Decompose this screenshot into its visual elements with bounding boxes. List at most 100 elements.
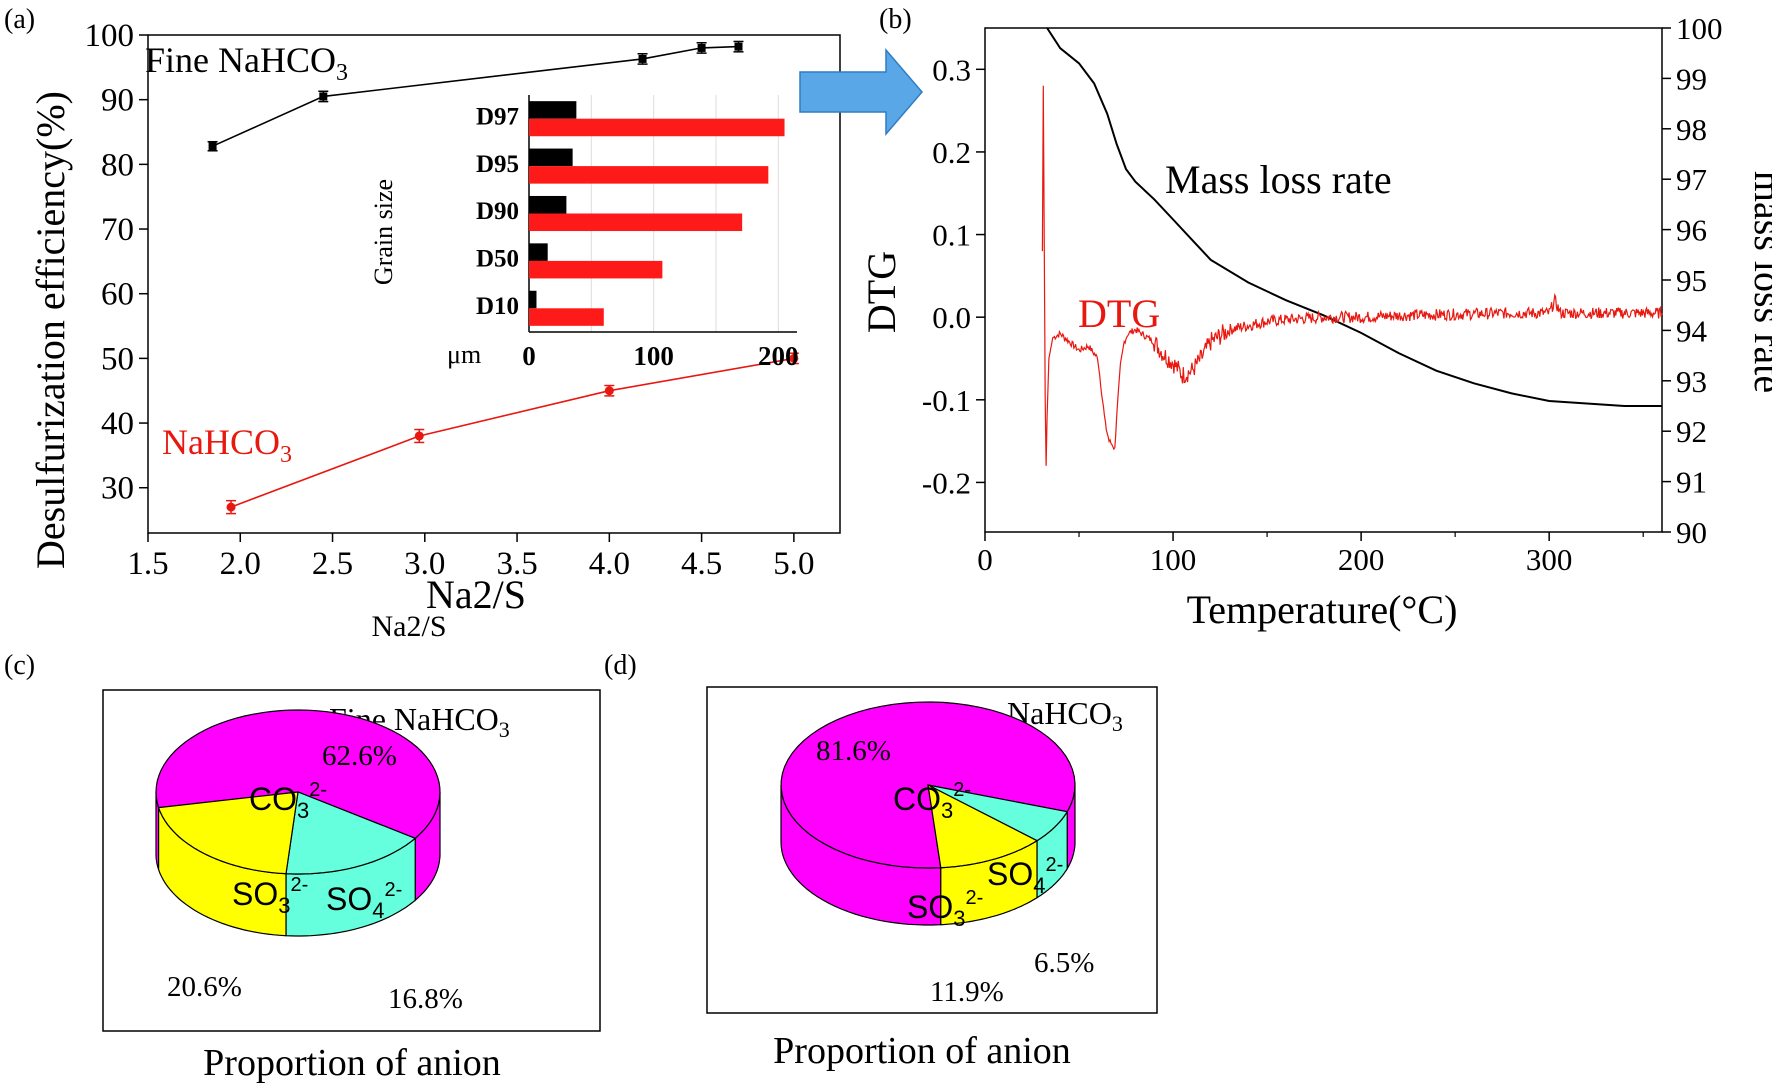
a-xtick-label: 4.0: [589, 546, 630, 582]
inset-bar: [529, 148, 573, 167]
inset-bar: [529, 195, 567, 214]
b-xtick-label: 100: [1150, 542, 1197, 577]
inset-unit: μm: [447, 340, 481, 369]
panel-a-series: [207, 40, 799, 515]
panel-d-pie: CO32-81.6%SO42-6.5%SO32-11.9%: [780, 701, 1094, 1008]
pie-slice-label-base: SO: [987, 856, 1033, 892]
pie-slice: [927, 783, 1039, 869]
a-point: [638, 54, 647, 63]
pie-slice-label: CO32-: [249, 779, 327, 823]
pie-slice-label: SO32-: [907, 887, 983, 931]
pie-slice-label-sub: 4: [1033, 873, 1045, 898]
inset-bar: [529, 243, 548, 261]
panel-b-series: [1041, 27, 1663, 466]
a-xtick-label: 2.0: [220, 546, 261, 582]
c-title-sub: 3: [499, 717, 510, 742]
pie-percent-label: 81.6%: [816, 735, 891, 767]
b-ytick-right-label: 95: [1676, 263, 1707, 298]
inset-category-label: D90: [476, 198, 519, 225]
inset-xtick-label: 200: [758, 341, 799, 371]
c-xlabel: Proportion of anion: [203, 1042, 501, 1084]
panel-b: 0 100 200 300 -0.2 -0.1 0.0 0.1 0.2 0.3 90 91 92 93 94…: [859, 11, 1772, 632]
b-series-dtg: [1041, 85, 1663, 466]
b-ylabel-right: mass loss rate: [1746, 171, 1772, 393]
panel-c-pie: CO32-62.6%SO42-16.8%SO32-20.6%: [155, 709, 463, 1015]
b-xlabel: Temperature(°C): [1187, 587, 1458, 632]
pie-percent-label: 16.8%: [388, 983, 463, 1015]
panel-d-frame: [706, 686, 1158, 1014]
b-ylabel-left: DTG: [859, 251, 904, 333]
inset-xtick-label: 100: [633, 341, 674, 371]
pie-slice-label-sup: 2-: [953, 779, 971, 801]
pie-slice: [927, 784, 1069, 842]
inset-xtick-label: 0: [522, 341, 536, 371]
a-xlabel: Na2/S: [426, 572, 526, 617]
inset-bar: [529, 118, 785, 137]
a-ytick-label: 30: [101, 471, 134, 507]
a-point: [789, 353, 799, 363]
a-legend-fine-sub: 3: [336, 60, 348, 86]
a-ytick-label: 100: [85, 18, 135, 54]
inset-bar: [529, 260, 663, 279]
pie-slice: [285, 791, 417, 875]
a-series-line-1: [230, 357, 795, 508]
a-ylabel: Desulfurization efficiency(%): [28, 91, 73, 569]
inset-bar: [529, 101, 577, 119]
b-xtick-label: 200: [1338, 542, 1385, 577]
b-ytick-right-label: 96: [1676, 213, 1707, 248]
pie-slice-label: SO42-: [326, 879, 402, 923]
pie-slice-label: SO42-: [987, 854, 1063, 898]
b-xtick-label: 0: [977, 542, 993, 577]
inset-bar: [529, 290, 537, 309]
a-point: [319, 92, 328, 101]
d-title-sub: 3: [1112, 711, 1123, 736]
b-ytick-right-label: 99: [1676, 61, 1707, 96]
b-series-mass-loss: [1046, 27, 1662, 407]
inset-bar: [529, 308, 604, 326]
inset-bar: [529, 166, 769, 184]
pie-slice-label-sub: 3: [297, 798, 309, 823]
pie-slice-label-sup: 2-: [384, 879, 402, 901]
a-point: [208, 142, 217, 151]
b-ytick-left-label: -0.1: [922, 383, 971, 418]
a-ytick-label: 70: [101, 212, 134, 248]
a-xtick-label: 5.0: [773, 546, 814, 582]
pie-slice-label-base: CO: [893, 781, 941, 817]
inset-category-label: D50: [476, 246, 519, 273]
pie-slice-label-sub: 4: [372, 898, 384, 923]
a-point: [734, 42, 743, 51]
pie-slice-label-base: CO: [249, 781, 297, 817]
d-xlabel: Proportion of anion: [773, 1030, 1071, 1072]
a-ytick-label: 90: [101, 83, 134, 119]
b-ytick-left-label: -0.2: [922, 465, 971, 500]
a-ytick-label: 50: [101, 341, 134, 377]
pie-slice-label-sup: 2-: [290, 874, 308, 896]
a-legend-fine-name: Fine NaHCO: [145, 40, 336, 80]
a-xtick-label: 1.5: [127, 546, 168, 582]
panel-c-frame: [102, 689, 601, 1032]
pie-slice-label-base: SO: [232, 876, 278, 912]
a-point: [414, 431, 424, 441]
b-ytick-left-label: 0.2: [932, 135, 971, 170]
a-legend-fine: Fine NaHCO3: [145, 40, 348, 86]
panel-b-axes: 0 100 200 300 -0.2 -0.1 0.0 0.1 0.2 0.3 90 91 92 93 94…: [922, 11, 1723, 577]
b-annotation-mass: Mass loss rate: [1165, 157, 1392, 202]
b-ytick-right-label: 100: [1676, 11, 1723, 46]
b-ytick-right-label: 93: [1676, 364, 1707, 399]
pie-slice-label-base: SO: [907, 889, 953, 925]
inset-bar: [529, 213, 743, 232]
panel-a-axes: 1.5 2.0 2.5 3.0 3.5 4.0 4.5 5.03040506070809010…: [85, 18, 815, 582]
inset-ylabel: Grain size: [369, 179, 398, 285]
a-xtick-label: 4.5: [681, 546, 722, 582]
a-xtick-label: 2.5: [312, 546, 353, 582]
a-xtick-label: 3.5: [496, 546, 537, 582]
a-legend-nahco3-sub: 3: [280, 442, 292, 468]
inset-category-label: D97: [476, 103, 519, 130]
arrow-icon: [799, 47, 923, 137]
inset-category-label: D95: [476, 151, 519, 178]
pie-percent-label: 62.6%: [322, 740, 397, 772]
a-ytick-label: 40: [101, 406, 134, 442]
b-ytick-right-label: 97: [1676, 162, 1707, 197]
